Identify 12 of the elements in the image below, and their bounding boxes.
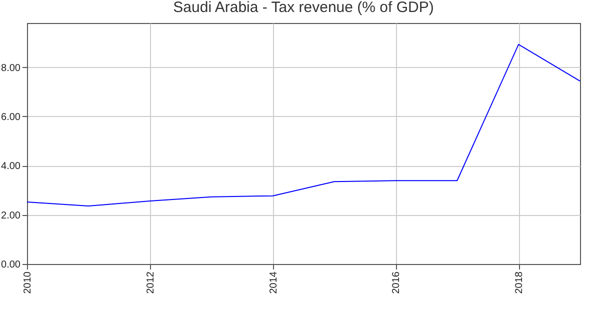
x-tick-label: 2016: [391, 271, 402, 294]
chart-title: Saudi Arabia - Tax revenue (% of GDP): [173, 0, 434, 16]
y-tick-label: 6.00: [1, 112, 21, 123]
x-tick-label: 2010: [22, 271, 34, 294]
y-tick-label: 0.00: [1, 260, 21, 270]
y-tick-label: 2.00: [1, 210, 21, 222]
x-tick-label: 2018: [514, 271, 526, 294]
x-tick-label: 2012: [145, 271, 156, 294]
y-tick-label: 8.00: [1, 62, 21, 74]
y-tick-label: 4.00: [1, 161, 21, 172]
x-tick-label: 2014: [268, 271, 280, 294]
line-series: [26, 44, 580, 206]
